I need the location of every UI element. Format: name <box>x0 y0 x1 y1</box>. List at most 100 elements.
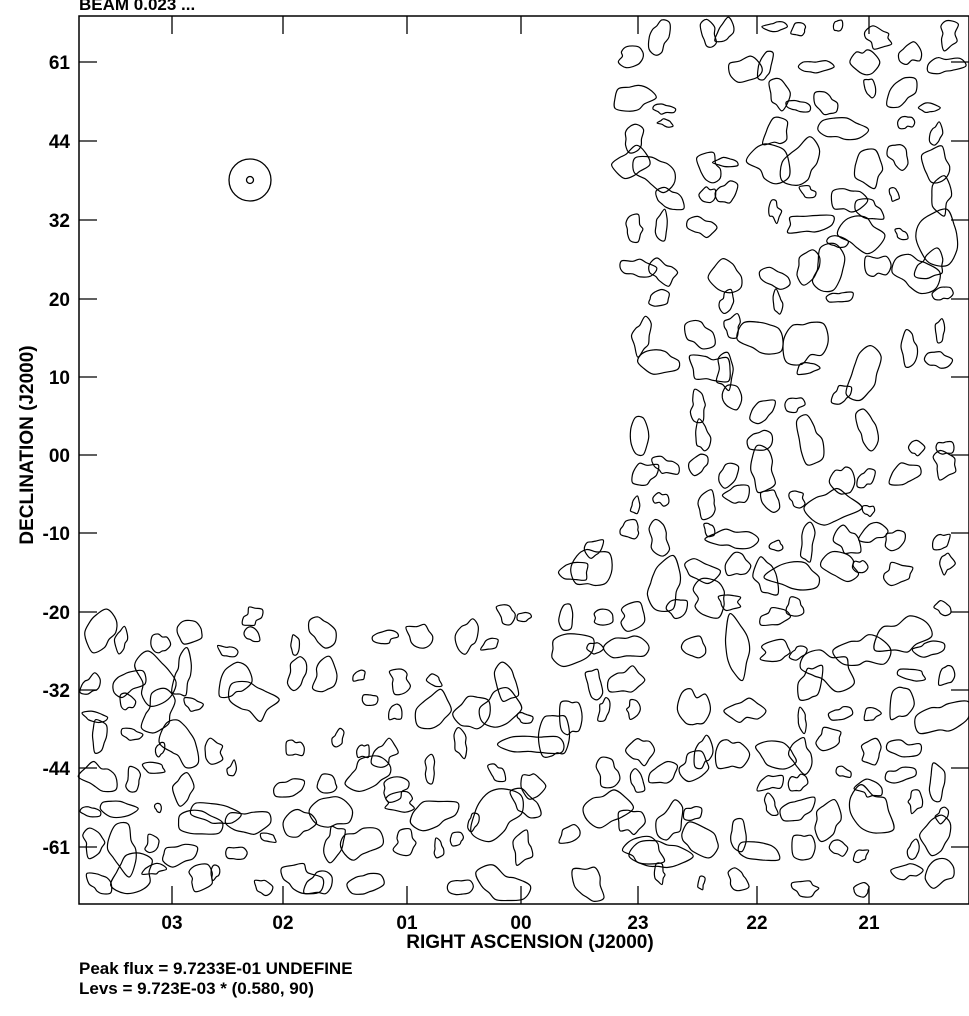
contour-line <box>813 90 839 116</box>
contour-line <box>606 665 646 693</box>
contour-line <box>141 862 168 876</box>
contour-line <box>692 577 726 619</box>
contour-line <box>759 606 792 627</box>
contour-line <box>888 462 922 486</box>
contour-line <box>940 19 960 52</box>
y-tick-label: 00 <box>49 446 70 467</box>
contour-line <box>857 521 889 543</box>
contour-line <box>113 625 129 655</box>
contour-line <box>84 608 118 654</box>
contour-line <box>695 418 712 452</box>
contour-line <box>82 827 106 860</box>
contour-line <box>752 556 780 596</box>
contour-line <box>888 186 900 202</box>
y-tick-label: 44 <box>49 132 71 153</box>
contour-line <box>681 821 719 859</box>
contour-line <box>280 862 325 895</box>
y-tick-label: 32 <box>49 211 70 232</box>
contour-line <box>204 737 224 765</box>
contour-line <box>915 208 959 267</box>
contour-line <box>795 414 825 466</box>
contour-line <box>907 439 926 457</box>
contour-line <box>467 812 480 833</box>
contour-line <box>845 345 882 402</box>
contour-line <box>183 696 204 712</box>
contour-line <box>782 321 829 366</box>
x-tick-label: 02 <box>272 913 293 934</box>
contour-line <box>695 151 722 184</box>
contour-line <box>761 116 789 146</box>
contour-line <box>827 705 854 721</box>
contour-line <box>433 837 445 859</box>
contour-line <box>629 768 646 793</box>
contour-line <box>409 800 460 832</box>
contour-line <box>790 22 807 37</box>
contour-line <box>832 634 892 667</box>
contour-line <box>110 852 154 895</box>
y-tick-label: 20 <box>49 290 70 311</box>
contour-line <box>856 468 876 489</box>
contour-line <box>620 601 646 632</box>
contour-line <box>788 645 808 661</box>
contour-line <box>923 351 954 369</box>
contour-line <box>621 835 666 865</box>
contour-line <box>414 688 452 730</box>
contour-line <box>537 714 571 758</box>
contour-line <box>144 833 160 854</box>
x-axis-title: RIGHT ASCENSION (J2000) <box>406 932 653 953</box>
contour-line <box>356 744 370 759</box>
contour-line <box>714 739 751 770</box>
contour-line <box>629 415 650 457</box>
contour-line <box>652 491 670 507</box>
contour-line <box>884 529 906 552</box>
x-tick-label: 22 <box>746 913 767 934</box>
contour-line <box>479 637 499 651</box>
contour-line <box>241 606 264 627</box>
contour-line <box>625 698 641 720</box>
contour-line <box>557 561 589 581</box>
axis-ticks <box>79 16 969 904</box>
contour-line <box>934 318 946 344</box>
contour-line <box>853 778 883 798</box>
contour-line <box>161 843 199 868</box>
peak-flux-caption: Peak flux = 9.7233E-01 UNDEFINE <box>79 959 353 978</box>
contour-line <box>647 19 671 56</box>
y-tick-label: 10 <box>49 368 70 389</box>
contour-line <box>714 16 735 43</box>
contour-line <box>595 756 621 789</box>
contour-line <box>558 823 581 844</box>
contour-line <box>286 656 308 692</box>
contour-line <box>226 759 238 777</box>
contour-line <box>698 186 717 204</box>
contour-line <box>745 143 791 185</box>
contour-line <box>120 727 144 741</box>
contour-line <box>763 792 779 817</box>
contour-line <box>750 444 776 494</box>
contour-line <box>452 695 491 730</box>
y-axis-title: DECLINATION (J2000) <box>17 345 38 544</box>
contour-line <box>768 77 791 112</box>
contour-line <box>446 879 474 896</box>
contour-line <box>736 320 784 355</box>
contour-line <box>613 84 657 112</box>
contour-line <box>512 829 534 866</box>
contour-line <box>830 188 869 213</box>
contour-line <box>759 638 791 663</box>
contour-line <box>754 740 797 770</box>
contour-line <box>449 831 465 847</box>
x-tick-label: 23 <box>627 913 648 934</box>
contour-line <box>852 849 870 864</box>
contour-line <box>763 561 821 591</box>
contour-line <box>791 834 816 861</box>
beam-inner-ellipse <box>245 175 255 185</box>
contour-line <box>176 619 203 645</box>
contour-line <box>721 484 750 504</box>
contour-line <box>243 626 261 643</box>
y-tick-label: -20 <box>43 603 70 624</box>
contour-line <box>665 598 689 620</box>
contour-line <box>907 789 924 815</box>
contour-line <box>703 522 716 538</box>
contour-line <box>819 550 860 583</box>
contour-line <box>610 144 651 180</box>
contour-line <box>648 518 671 557</box>
